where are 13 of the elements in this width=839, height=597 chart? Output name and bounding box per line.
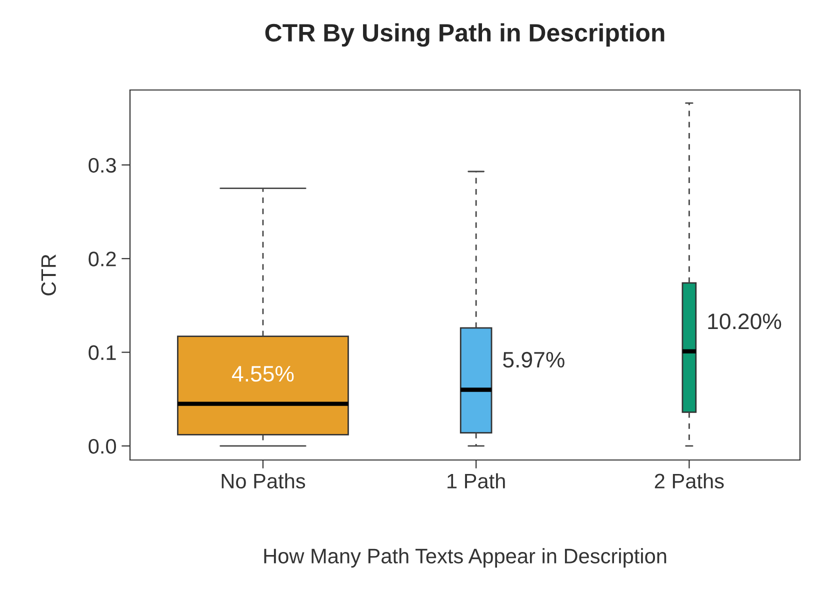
x-tick-label: No Paths [222, 473, 306, 488]
chart-title: CTR By Using Path in Description [265, 23, 664, 47]
x-tick-label: 1 Path [448, 473, 505, 488]
annotation: 5.97% [503, 352, 564, 368]
x-tick-label: 2 Paths [654, 473, 724, 488]
y-tick-label: 0.3 [88, 158, 116, 173]
annotation: 10.20% [708, 313, 782, 330]
y-tick-label: 0.0 [88, 438, 116, 454]
x-axis-title: How Many Path Texts Appear in Description [264, 548, 666, 568]
y-tick-label: 0.1 [88, 345, 116, 360]
y-axis-title: CTR [41, 254, 56, 296]
annotation: 4.55% [232, 366, 294, 382]
y-tick-label: 0.2 [88, 252, 116, 266]
